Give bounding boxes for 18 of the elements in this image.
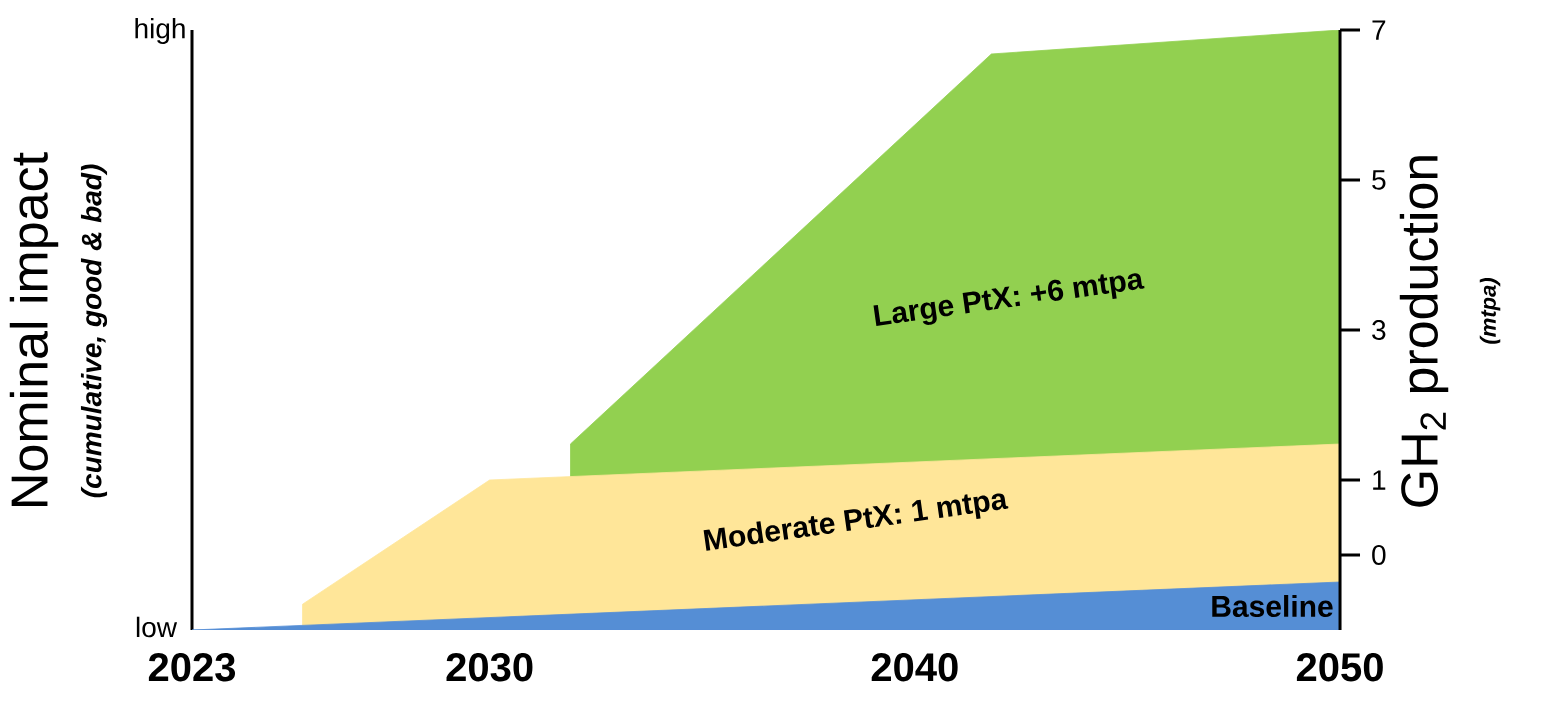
x-tick-label: 2050 (1296, 653, 1383, 682)
text: high (135, 17, 185, 45)
text: low (136, 616, 178, 638)
series-label: Baseline (1212, 594, 1333, 617)
y2-tick-label: 3 (1372, 320, 1386, 340)
x-tick-label: 2023 (148, 653, 236, 682)
x-tick-label: 2040 (871, 653, 958, 682)
y2-tick-label: 0 (1372, 545, 1386, 565)
series-label: Large PtX: +6 mtpa (873, 273, 1145, 326)
y2-tick-label: 1 (1373, 470, 1386, 490)
y2-tick-label: 5 (1372, 170, 1386, 190)
text: (mtpa) (1479, 278, 1501, 344)
series-label: Moderate PtX: 1 mtpa (703, 493, 1009, 551)
y2-axis-title: GH$_{2}$ production (1399, 156, 1449, 507)
y2-tick-label: 7 (1372, 20, 1386, 40)
y-axis-title: Nominal impact (9, 152, 59, 506)
text: (cumulative, good & bad) (80, 164, 108, 498)
x-tick-label: 2030 (446, 653, 533, 682)
